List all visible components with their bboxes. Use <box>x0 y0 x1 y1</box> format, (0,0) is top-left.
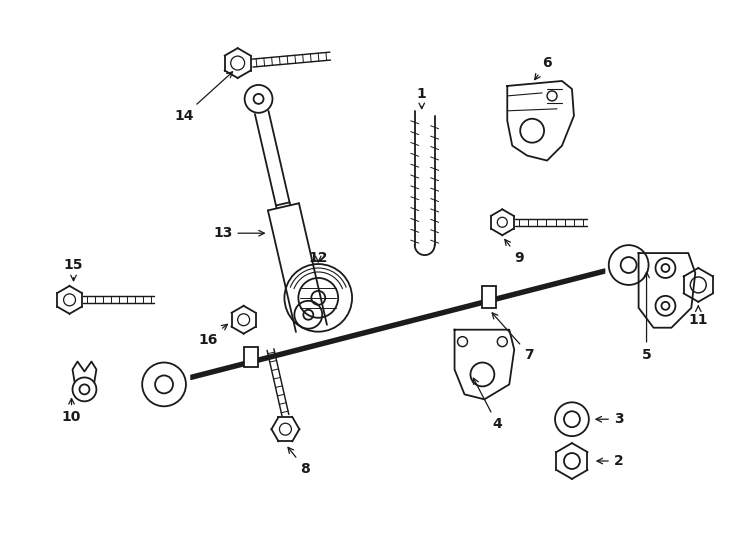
Text: 16: 16 <box>198 325 228 347</box>
Text: 5: 5 <box>642 272 652 362</box>
Text: 1: 1 <box>417 87 426 109</box>
Text: 13: 13 <box>213 226 264 240</box>
Text: 4: 4 <box>473 378 502 431</box>
Bar <box>244 347 258 367</box>
Text: 11: 11 <box>688 306 708 327</box>
Bar <box>482 286 496 308</box>
Text: 7: 7 <box>492 313 534 362</box>
Text: 14: 14 <box>174 72 233 123</box>
Text: 3: 3 <box>596 412 623 426</box>
Text: 12: 12 <box>308 251 328 265</box>
Text: 6: 6 <box>534 56 552 79</box>
Text: 15: 15 <box>64 258 83 281</box>
Text: 9: 9 <box>505 239 524 265</box>
Text: 2: 2 <box>597 454 624 468</box>
Text: 8: 8 <box>288 447 310 476</box>
Text: 10: 10 <box>62 399 81 424</box>
